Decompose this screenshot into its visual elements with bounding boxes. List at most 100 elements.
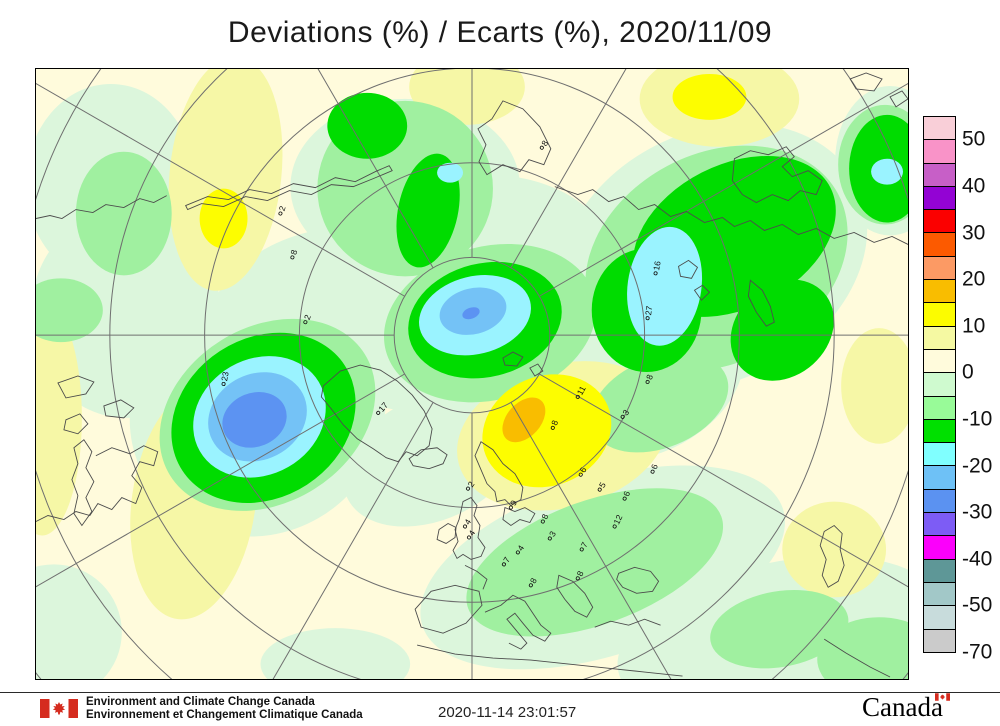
station-label: 2 <box>466 479 477 491</box>
colorbar-cell <box>923 605 956 630</box>
colorbar-cell <box>923 209 956 234</box>
colorbar-cell <box>923 255 956 281</box>
colorbar-cell <box>923 279 956 304</box>
svg-text:7: 7 <box>501 555 512 564</box>
canada-wordmark-flag-icon <box>935 693 950 701</box>
station-label: 8 <box>539 138 550 150</box>
station-label: 8 <box>539 512 550 524</box>
svg-text:9: 9 <box>508 498 519 507</box>
colorbar-tick-label: -20 <box>962 454 993 478</box>
station-label: 8 <box>528 576 539 588</box>
svg-text:6: 6 <box>577 465 588 474</box>
svg-text:23: 23 <box>219 371 231 382</box>
graticule <box>36 69 908 679</box>
colorbar-cell <box>923 325 956 350</box>
contour-yellow <box>199 73 747 488</box>
colorbar-cell <box>923 116 956 141</box>
org-name-fr: Environnement et Changement Climatique C… <box>86 708 363 721</box>
station-label: 7 <box>579 540 590 552</box>
svg-text:16: 16 <box>651 260 663 271</box>
colorbar-cell <box>923 185 956 211</box>
colorbar-tick-label: 50 <box>962 127 986 151</box>
colorbar-cell <box>923 628 956 653</box>
colorbar-cell <box>923 162 956 187</box>
colorbar-cell <box>923 418 956 444</box>
colorbar-tick-label: -10 <box>962 407 993 431</box>
colorbar-tick-label: -50 <box>962 593 993 617</box>
station-label: 8 <box>644 373 655 384</box>
station-label: 8 <box>549 419 560 430</box>
svg-text:8: 8 <box>575 569 586 578</box>
map-plot: 2 8 2 23 17 27 16 8 8 11 3 8 6 5 6 6 9 8 12 3 7 4 7 8 8 2 4 4 <box>35 68 909 680</box>
station-label: 3 <box>620 407 631 419</box>
svg-text:2: 2 <box>466 479 477 489</box>
coastlines <box>36 72 908 678</box>
station-label: 4 <box>462 517 473 529</box>
svg-text:3: 3 <box>620 407 631 417</box>
contour-cornflower <box>222 307 480 448</box>
colorbar-tick-label: -30 <box>962 500 993 524</box>
colorbar-tick-label: -40 <box>962 547 993 571</box>
station-label: 3 <box>547 529 558 541</box>
station-label: 6 <box>577 465 589 477</box>
station-label: 8 <box>288 248 299 260</box>
colorbar-cell <box>923 395 956 420</box>
colorbar-cell <box>923 488 956 514</box>
svg-text:8: 8 <box>644 373 655 381</box>
svg-text:6: 6 <box>621 489 632 497</box>
svg-text:8: 8 <box>549 419 560 427</box>
colorbar-cell <box>923 372 956 397</box>
org-name: Environment and Climate Change Canada En… <box>86 696 363 721</box>
colorbar-tick-label: 10 <box>962 314 986 338</box>
colorbar-cell <box>923 232 956 257</box>
map-title: Deviations (%) / Ecarts (%), 2020/11/09 <box>227 16 773 49</box>
colorbar-cell <box>923 348 956 374</box>
canada-wordmark: Canada <box>862 692 982 724</box>
svg-text:8: 8 <box>539 512 550 520</box>
svg-text:8: 8 <box>288 248 299 255</box>
colorbar-tick-label: 40 <box>962 174 986 198</box>
colorbar-cell <box>923 581 956 607</box>
colorbar <box>923 116 956 653</box>
canada-wordmark-text: Canada <box>862 692 943 722</box>
colorbar-cell <box>923 558 956 583</box>
svg-text:4: 4 <box>466 528 477 538</box>
station-label: 6 <box>649 462 660 474</box>
footer-divider <box>0 692 1000 693</box>
colorbar-cell <box>923 465 956 490</box>
colorbar-cell <box>923 302 956 327</box>
station-label: 16 <box>651 260 663 276</box>
colorbar-tick-label: -70 <box>962 640 993 664</box>
station-label: 7 <box>501 555 512 567</box>
station-label: 2 <box>277 204 288 216</box>
station-label: 23 <box>219 371 231 386</box>
colorbar-cell <box>923 512 956 537</box>
station-label: 27 <box>643 305 654 321</box>
station-label: 12 <box>611 513 625 529</box>
svg-text:6: 6 <box>649 462 660 470</box>
station-label: 4 <box>515 543 526 555</box>
generation-timestamp: 2020-11-14 23:01:57 <box>438 704 577 721</box>
colorbar-tick-label: 30 <box>962 221 986 245</box>
colorbar-cell <box>923 535 956 560</box>
station-label: 8 <box>575 569 586 581</box>
svg-text:27: 27 <box>643 305 654 316</box>
colorbar-cell <box>923 442 956 467</box>
station-label: 2 <box>302 313 313 325</box>
station-label: 4 <box>466 528 477 540</box>
org-name-en: Environment and Climate Change Canada <box>86 696 315 708</box>
station-label: 9 <box>508 498 519 510</box>
svg-text:2: 2 <box>277 204 288 212</box>
svg-text:3: 3 <box>547 529 558 538</box>
svg-text:5: 5 <box>597 480 608 489</box>
svg-text:8: 8 <box>539 138 550 148</box>
svg-text:4: 4 <box>462 517 473 526</box>
colorbar-tick-label: 0 <box>962 360 974 384</box>
svg-text:8: 8 <box>528 576 539 585</box>
svg-text:2: 2 <box>302 313 313 321</box>
svg-text:7: 7 <box>579 540 590 549</box>
svg-text:12: 12 <box>611 513 624 526</box>
